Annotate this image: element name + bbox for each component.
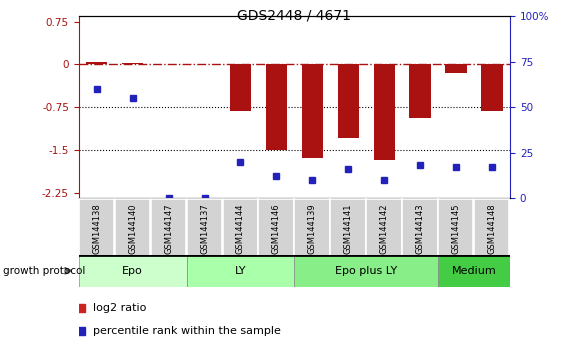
Text: GSM144145: GSM144145	[452, 203, 461, 253]
Text: GDS2448 / 4671: GDS2448 / 4671	[237, 9, 352, 23]
Text: LY: LY	[235, 266, 246, 276]
Bar	[187, 255, 294, 287]
Bar	[266, 64, 287, 150]
Bar	[258, 199, 294, 258]
Text: growth protocol: growth protocol	[3, 266, 85, 276]
Bar	[79, 255, 187, 287]
Bar	[301, 64, 323, 158]
Text: Epo plus LY: Epo plus LY	[335, 266, 398, 276]
Text: Medium: Medium	[452, 266, 497, 276]
Bar	[338, 64, 359, 138]
Text: GSM144144: GSM144144	[236, 203, 245, 253]
Bar	[86, 62, 107, 64]
Text: GSM144139: GSM144139	[308, 203, 317, 254]
Bar	[79, 199, 114, 258]
Bar	[294, 199, 329, 258]
Bar	[474, 199, 510, 258]
Bar	[402, 199, 437, 258]
Bar	[187, 199, 222, 258]
Text: percentile rank within the sample: percentile rank within the sample	[93, 326, 281, 336]
Text: GSM144137: GSM144137	[200, 203, 209, 254]
Text: Epo: Epo	[122, 266, 143, 276]
Bar	[409, 64, 431, 119]
Text: GSM144148: GSM144148	[487, 203, 497, 254]
Text: GSM144143: GSM144143	[416, 203, 425, 254]
Text: log2 ratio: log2 ratio	[93, 303, 146, 313]
Bar	[438, 255, 510, 287]
Bar	[115, 199, 150, 258]
Text: GSM144140: GSM144140	[128, 203, 137, 253]
Text: GSM144142: GSM144142	[380, 203, 389, 253]
Text: GSM144141: GSM144141	[344, 203, 353, 253]
Bar	[294, 255, 438, 287]
Bar	[366, 199, 402, 258]
Bar	[150, 199, 186, 258]
Bar	[122, 63, 143, 64]
Bar	[331, 199, 366, 258]
Bar	[374, 64, 395, 160]
Bar	[445, 64, 467, 73]
Bar	[482, 64, 503, 111]
Text: GSM144146: GSM144146	[272, 203, 281, 254]
Text: GSM144147: GSM144147	[164, 203, 173, 254]
Text: GSM144138: GSM144138	[92, 203, 101, 254]
Bar	[230, 64, 251, 111]
Bar	[438, 199, 473, 258]
Bar	[223, 199, 258, 258]
